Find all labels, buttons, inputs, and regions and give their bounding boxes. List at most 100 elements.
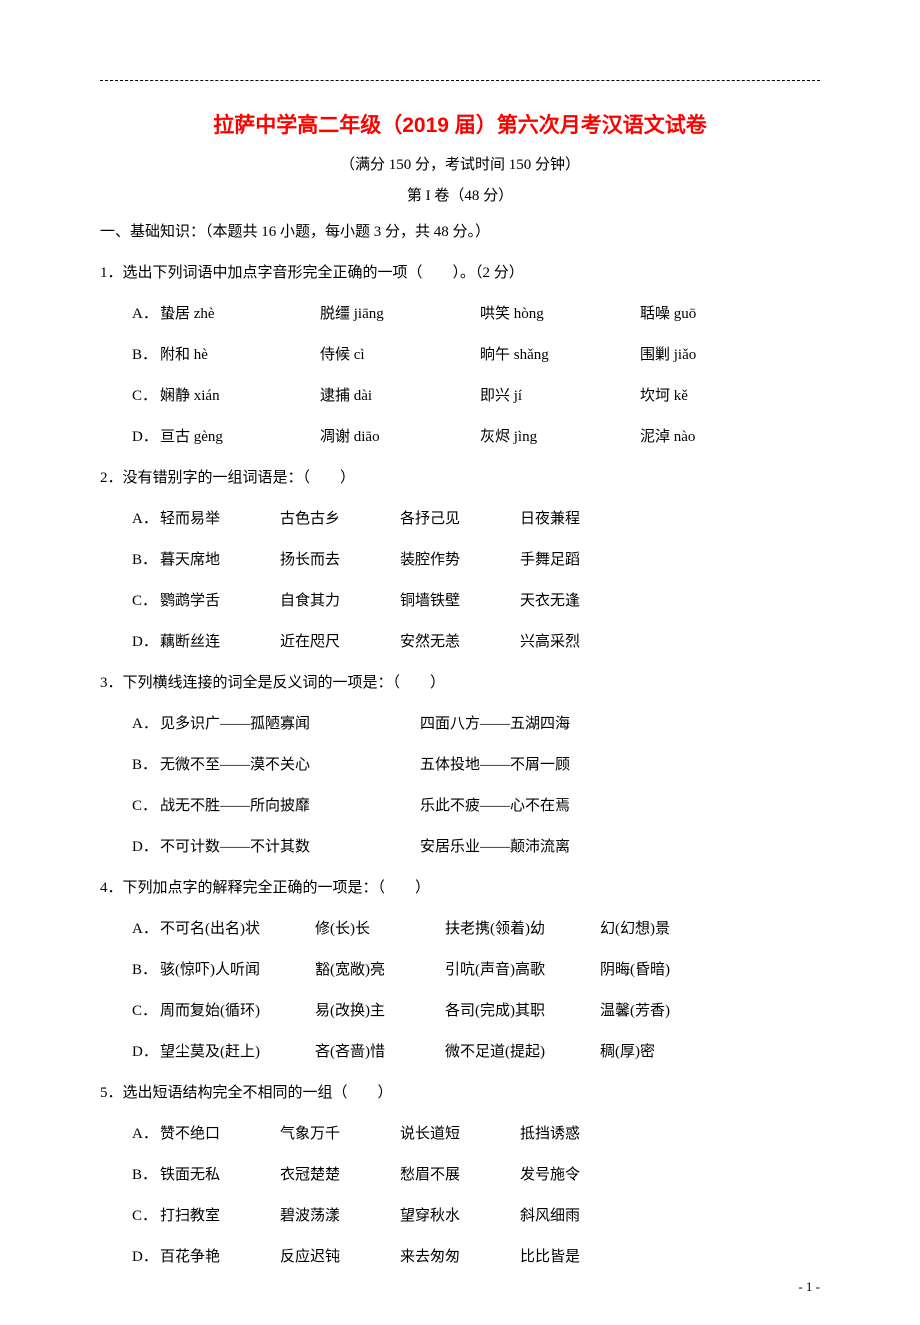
option-text: 见多识广——孤陋寡闻 xyxy=(160,711,420,738)
option-text: 周而复始(循环) xyxy=(160,998,315,1025)
option-text: 衣冠楚楚 xyxy=(280,1162,400,1189)
option-text: 来去匆匆 xyxy=(400,1244,520,1271)
option-text: 扶老携(领着)幼 xyxy=(445,916,600,943)
option-text: 望穿秋水 xyxy=(400,1203,520,1230)
option-text: 即兴 jí xyxy=(480,383,640,410)
q5-option-c: C． 打扫教室 碧波荡漾 望穿秋水 斜风细雨 xyxy=(100,1203,820,1230)
option-text: 凋谢 diāo xyxy=(320,424,480,451)
option-text: 装腔作势 xyxy=(400,547,520,574)
option-text: 阴晦(昏暗) xyxy=(600,957,730,984)
q4-option-b: B． 骇(惊吓)人听闻 豁(宽敞)亮 引吭(声音)高歌 阴晦(昏暗) xyxy=(100,957,820,984)
q4-option-d: D． 望尘莫及(赶上) 吝(吝啬)惜 微不足道(提起) 稠(厚)密 xyxy=(100,1039,820,1066)
q1-option-c: C． 娴静 xián 逮捕 dài 即兴 jí 坎坷 kě xyxy=(100,383,820,410)
q4-option-c: C． 周而复始(循环) 易(改换)主 各司(完成)其职 温馨(芳香) xyxy=(100,998,820,1025)
q2-option-a: A． 轻而易举 古色古乡 各抒己见 日夜兼程 xyxy=(100,506,820,533)
option-text: 易(改换)主 xyxy=(315,998,445,1025)
option-text: 脱缰 jiāng xyxy=(320,301,480,328)
q5-option-b: B． 铁面无私 衣冠楚楚 愁眉不展 发号施令 xyxy=(100,1162,820,1189)
question-3-stem: 3．下列横线连接的词全是反义词的一项是：（ ） xyxy=(100,670,820,697)
q3-option-d: D． 不可计数——不计其数 安居乐业——颠沛流离 xyxy=(100,834,820,861)
option-text: 泥淖 nào xyxy=(640,424,800,451)
option-label: A． xyxy=(132,916,160,943)
question-2-stem: 2．没有错别字的一组词语是：（ ） xyxy=(100,465,820,492)
q3-option-a: A． 见多识广——孤陋寡闻 四面八方——五湖四海 xyxy=(100,711,820,738)
option-text: 稠(厚)密 xyxy=(600,1039,730,1066)
option-text: 聒噪 guō xyxy=(640,301,800,328)
option-text: 五体投地——不屑一顾 xyxy=(420,752,680,779)
option-label: A． xyxy=(132,301,160,328)
option-text: 围剿 jiǎo xyxy=(640,342,800,369)
option-label: B． xyxy=(132,547,160,574)
option-text: 安然无恙 xyxy=(400,629,520,656)
q1-option-b: B． 附和 hè 侍候 cì 晌午 shǎng 围剿 jiǎo xyxy=(100,342,820,369)
option-label: C． xyxy=(132,588,160,615)
option-text: 无微不至——漠不关心 xyxy=(160,752,420,779)
option-label: B． xyxy=(132,957,160,984)
option-text: 侍候 cì xyxy=(320,342,480,369)
option-label: D． xyxy=(132,629,160,656)
option-text: 晌午 shǎng xyxy=(480,342,640,369)
option-text: 手舞足蹈 xyxy=(520,547,640,574)
option-text: 扬长而去 xyxy=(280,547,400,574)
option-text: 温馨(芳香) xyxy=(600,998,730,1025)
option-text: 说长道短 xyxy=(400,1121,520,1148)
question-1-stem: 1．选出下列词语中加点字音形完全正确的一项（ ）。（2 分） xyxy=(100,260,820,287)
question-5-stem: 5．选出短语结构完全不相同的一组（ ） xyxy=(100,1080,820,1107)
option-text: 愁眉不展 xyxy=(400,1162,520,1189)
exam-page: 拉萨中学高二年级（2019 届）第六次月考汉语文试卷 （满分 150 分，考试时… xyxy=(0,0,920,1325)
option-text: 坎坷 kě xyxy=(640,383,800,410)
option-text: 藕断丝连 xyxy=(160,629,280,656)
exam-title: 拉萨中学高二年级（2019 届）第六次月考汉语文试卷 xyxy=(100,109,820,139)
option-label: D． xyxy=(132,1244,160,1271)
question-4-stem: 4．下列加点字的解释完全正确的一项是：（ ） xyxy=(100,875,820,902)
option-text: 各司(完成)其职 xyxy=(445,998,600,1025)
option-text: 附和 hè xyxy=(160,342,320,369)
exam-subtitle: （满分 150 分，考试时间 150 分钟） xyxy=(100,153,820,174)
option-text: 豁(宽敞)亮 xyxy=(315,957,445,984)
option-label: D． xyxy=(132,834,160,861)
option-label: B． xyxy=(132,1162,160,1189)
option-text: 战无不胜——所向披靡 xyxy=(160,793,420,820)
q5-option-d: D． 百花争艳 反应迟钝 来去匆匆 比比皆是 xyxy=(100,1244,820,1271)
option-text: 灰烬 jìng xyxy=(480,424,640,451)
option-text: 逮捕 dài xyxy=(320,383,480,410)
option-label: C． xyxy=(132,1203,160,1230)
option-text: 比比皆是 xyxy=(520,1244,640,1271)
q4-option-a: A． 不可名(出名)状 修(长)长 扶老携(领着)幼 幻(幻想)景 xyxy=(100,916,820,943)
option-text: 兴高采烈 xyxy=(520,629,640,656)
option-text: 抵挡诱惑 xyxy=(520,1121,640,1148)
q2-option-b: B． 暮天席地 扬长而去 装腔作势 手舞足蹈 xyxy=(100,547,820,574)
option-label: C． xyxy=(132,998,160,1025)
option-text: 日夜兼程 xyxy=(520,506,640,533)
option-text: 修(长)长 xyxy=(315,916,445,943)
option-label: D． xyxy=(132,424,160,451)
option-label: B． xyxy=(132,342,160,369)
section-1-header: 一、基础知识：（本题共 16 小题，每小题 3 分，共 48 分。） xyxy=(100,219,820,246)
option-text: 安居乐业——颠沛流离 xyxy=(420,834,680,861)
option-text: 四面八方——五湖四海 xyxy=(420,711,680,738)
page-number: - 1 - xyxy=(798,1279,820,1295)
q1-option-d: D． 亘古 gèng 凋谢 diāo 灰烬 jìng 泥淖 nào xyxy=(100,424,820,451)
option-text: 哄笑 hòng xyxy=(480,301,640,328)
option-text: 骇(惊吓)人听闻 xyxy=(160,957,315,984)
option-text: 铜墙铁壁 xyxy=(400,588,520,615)
option-text: 赞不绝口 xyxy=(160,1121,280,1148)
option-text: 暮天席地 xyxy=(160,547,280,574)
option-text: 古色古乡 xyxy=(280,506,400,533)
option-text: 各抒己见 xyxy=(400,506,520,533)
q2-option-c: C． 鹦鹉学舌 自食其力 铜墙铁壁 天衣无逢 xyxy=(100,588,820,615)
option-label: A． xyxy=(132,711,160,738)
option-text: 自食其力 xyxy=(280,588,400,615)
part-label: 第 I 卷（48 分） xyxy=(100,184,820,205)
option-text: 娴静 xián xyxy=(160,383,320,410)
option-text: 近在咫尺 xyxy=(280,629,400,656)
option-text: 斜风细雨 xyxy=(520,1203,640,1230)
q3-option-b: B． 无微不至——漠不关心 五体投地——不屑一顾 xyxy=(100,752,820,779)
option-text: 不可计数——不计其数 xyxy=(160,834,420,861)
option-text: 吝(吝啬)惜 xyxy=(315,1039,445,1066)
option-text: 天衣无逢 xyxy=(520,588,640,615)
header-dashed-line xyxy=(100,80,820,81)
q1-option-a: A． 蛰居 zhè 脱缰 jiāng 哄笑 hòng 聒噪 guō xyxy=(100,301,820,328)
option-label: A． xyxy=(132,506,160,533)
option-text: 亘古 gèng xyxy=(160,424,320,451)
